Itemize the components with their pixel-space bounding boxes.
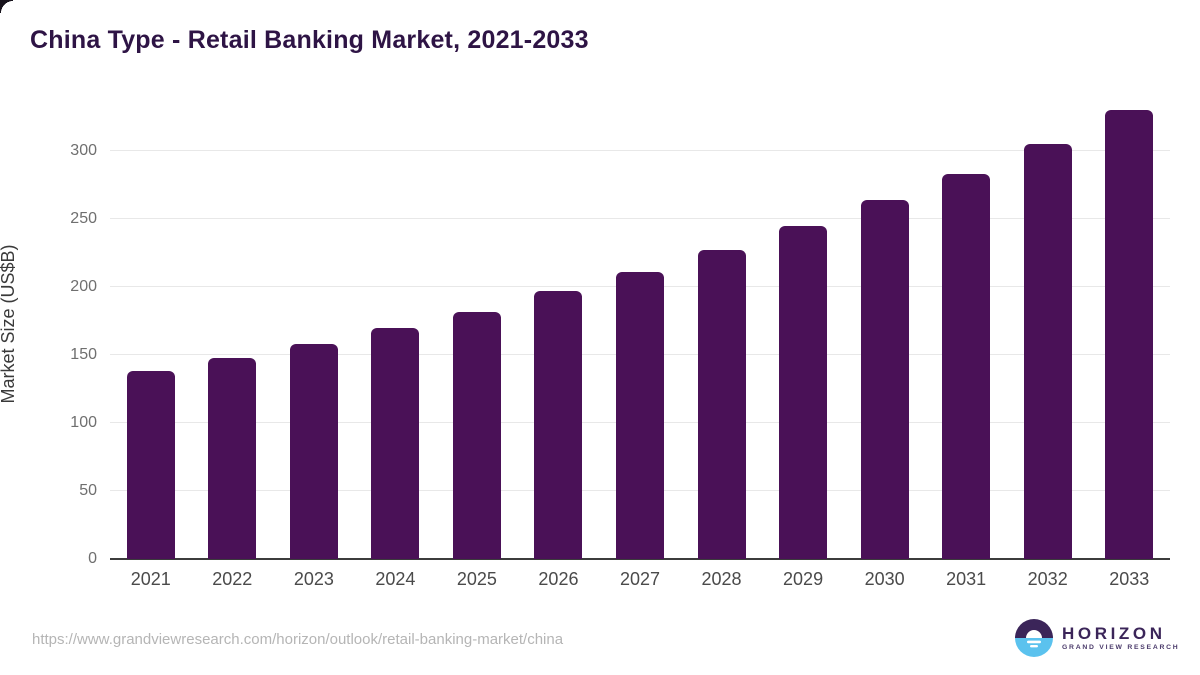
- chart-title: China Type - Retail Banking Market, 2021…: [30, 26, 589, 54]
- y-tick-label-100: 100: [70, 414, 97, 432]
- bar-2027[interactable]: [616, 272, 664, 559]
- bar-2033[interactable]: [1105, 110, 1154, 559]
- x-tick-label-2029: 2029: [783, 569, 824, 589]
- horizon-logo-icon: [1015, 619, 1053, 657]
- x-tick-label-2033: 2033: [1109, 569, 1150, 589]
- x-tick-label-2030: 2030: [864, 569, 905, 589]
- horizon-logo: HORIZON GRAND VIEW RESEARCH: [1014, 618, 1179, 658]
- x-axis-line: [110, 558, 1170, 560]
- bar-2025[interactable]: [452, 311, 501, 559]
- x-tick-label-2027: 2027: [619, 569, 661, 589]
- bar-2030[interactable]: [860, 200, 909, 559]
- horizon-logo-subtitle: GRAND VIEW RESEARCH: [1062, 644, 1180, 651]
- y-tick-label-0: 0: [88, 550, 97, 567]
- y-tick-label-150: 150: [70, 346, 97, 364]
- y-tick-label-200: 200: [70, 278, 97, 296]
- bar-2023[interactable]: [289, 344, 338, 559]
- bar-2032[interactable]: [1023, 144, 1072, 559]
- y-tick-label-300: 300: [70, 142, 97, 160]
- x-tick-label-2031: 2031: [946, 569, 987, 589]
- x-tick-label-2024: 2024: [375, 569, 416, 589]
- y-axis-title-label: Market Size (US$B): [0, 244, 18, 404]
- x-tick-label-2022: 2022: [212, 569, 253, 589]
- x-tick-label-2025: 2025: [456, 569, 497, 589]
- x-tick-label-2023: 2023: [293, 569, 334, 589]
- bar-2031[interactable]: [942, 174, 991, 559]
- x-tick-label-2028: 2028: [701, 569, 742, 589]
- x-tick-label-2032: 2032: [1027, 569, 1068, 589]
- x-tick-label-2026: 2026: [538, 569, 579, 589]
- x-tick-label-2021: 2021: [130, 569, 171, 589]
- bar-2026[interactable]: [534, 291, 583, 559]
- horizon-logo-text: HORIZON GRAND VIEW RESEARCH: [1062, 624, 1179, 652]
- source-url: https://www.grandviewresearch.com/horizo…: [32, 631, 564, 648]
- bar-2024[interactable]: [371, 327, 420, 559]
- bar-chart-plot-area: 0 50 100 150 200 250 300 2021 2022 2023 2024 2025 20…: [70, 90, 1170, 589]
- gridline-300: [110, 150, 1170, 152]
- bar-2028[interactable]: [697, 250, 746, 559]
- y-tick-label-50: 50: [79, 482, 97, 500]
- bar-2021[interactable]: [126, 371, 175, 559]
- gridline-250: [110, 218, 1170, 220]
- screen-corner-artifact: [0, 0, 13, 13]
- bar-2022[interactable]: [208, 357, 257, 559]
- bar-2029[interactable]: [779, 225, 828, 559]
- y-tick-label-250: 250: [70, 210, 97, 228]
- horizon-logo-name: HORIZON: [1062, 624, 1166, 643]
